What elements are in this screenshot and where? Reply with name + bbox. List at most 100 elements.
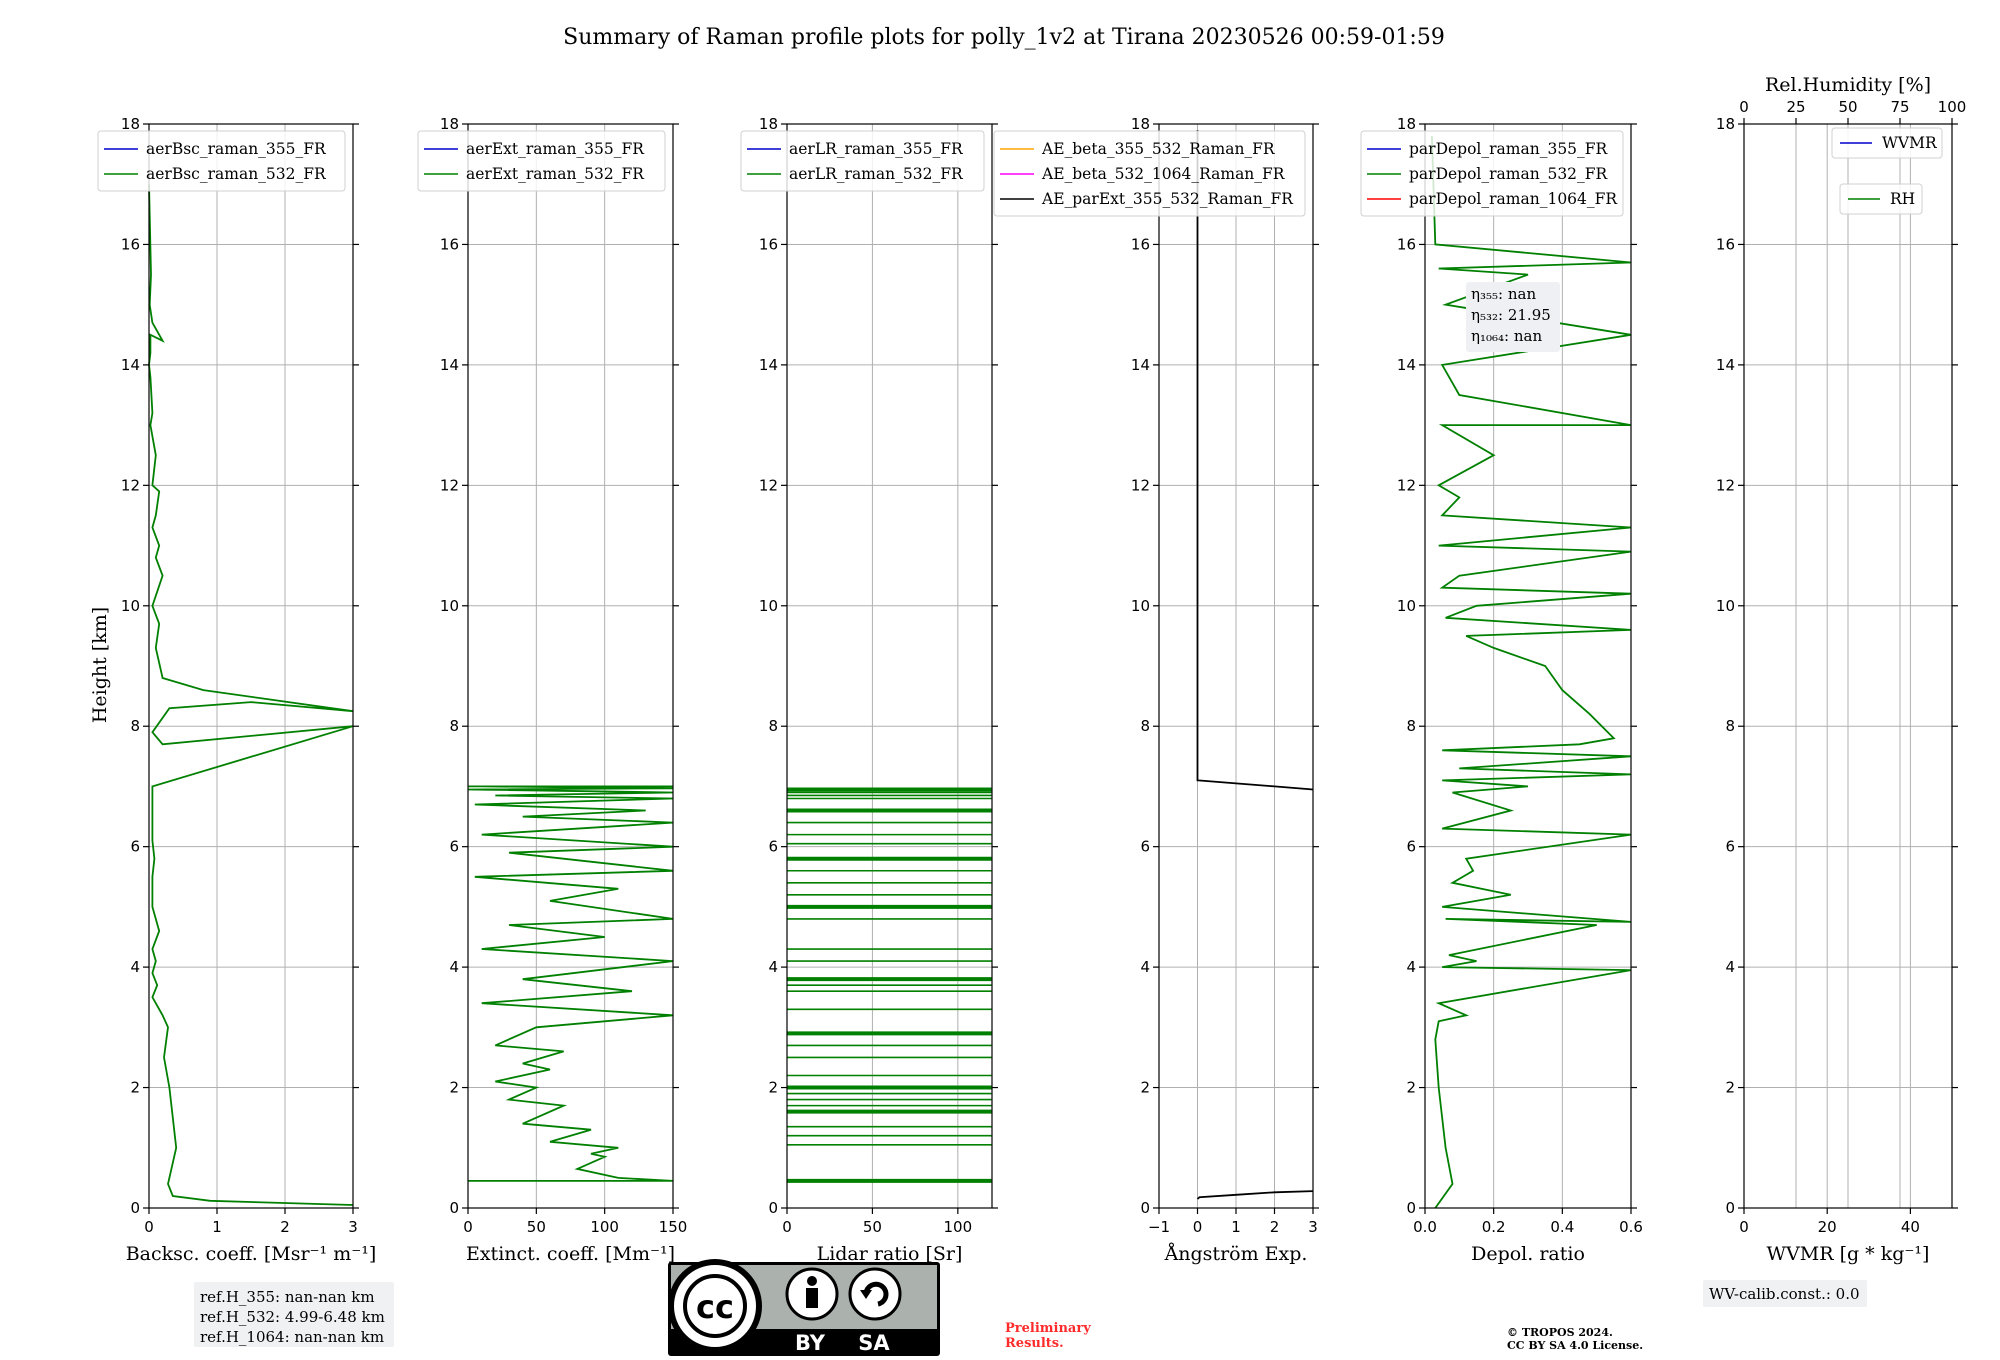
y-tick-label: 2 <box>449 1079 459 1097</box>
x-axis-label: WVMR [g * kg⁻¹] <box>1767 1243 1930 1265</box>
y-tick-label: 2 <box>1725 1079 1735 1097</box>
y-tick-label: 16 <box>759 235 778 253</box>
y-tick-label: 0 <box>1140 1199 1150 1217</box>
y-tick-label: 18 <box>1131 115 1150 133</box>
y-tick-label: 6 <box>1140 838 1150 856</box>
y-tick-label: 12 <box>1397 476 1416 494</box>
x-tick-label: 150 <box>659 1218 688 1236</box>
x-tick-label: 0 <box>782 1218 792 1236</box>
y-tick-label: 8 <box>768 717 778 735</box>
x-axis-label: Extinct. coeff. [Mm⁻¹] <box>466 1243 675 1265</box>
x-tick-label: 0.2 <box>1482 1218 1506 1236</box>
y-tick-label: 18 <box>440 115 459 133</box>
y-tick-label: 2 <box>768 1079 778 1097</box>
legend-entry: WVMR <box>1882 134 1938 152</box>
y-tick-label: 18 <box>759 115 778 133</box>
legend: AE_beta_355_532_Raman_FR AE_beta_532_1064… <box>993 130 1306 217</box>
y-tick-label: 2 <box>1406 1079 1416 1097</box>
legend-entry: aerExt_raman_532_FR <box>466 165 645 183</box>
x-axis-label: Ångström Exp. <box>1164 1243 1308 1265</box>
svg-text:cc: cc <box>696 1288 734 1326</box>
legend-box <box>1360 130 1624 217</box>
preliminary-note-line2: Results. <box>1005 1336 1064 1351</box>
cc-by-label: BY <box>795 1331 826 1355</box>
x-tick-label: 50 <box>863 1218 882 1236</box>
x-tick-label: 0 <box>1193 1218 1203 1236</box>
copyright-line2: CC BY SA 4.0 License. <box>1507 1339 1643 1352</box>
y-tick-label: 10 <box>1716 597 1735 615</box>
chart-panel-2: 0 50 100 150 0 2 4 6 8 10 12 14 16 18 Extinct. coeff. … <box>417 115 688 1265</box>
legend-entry: aerLR_raman_355_FR <box>789 140 964 158</box>
annotation-line: η₁₀₆₄: nan <box>1471 327 1542 345</box>
depol-annotation: η₃₅₅: nan η₅₃₂: 21.95 η₁₀₆₄: nan <box>1466 282 1560 352</box>
legend-entry: AE_beta_355_532_Raman_FR <box>1041 140 1276 158</box>
wv-calibration-text: WV-calib.const.: 0.0 <box>1709 1285 1860 1303</box>
x-tick-label: 40 <box>1901 1218 1920 1236</box>
y-tick-label: 12 <box>759 476 778 494</box>
y-tick-label: 0 <box>1725 1199 1735 1217</box>
y-tick-label: 18 <box>121 115 140 133</box>
y-tick-label: 6 <box>130 838 140 856</box>
legend-box <box>97 130 346 192</box>
x-axis-label: Lidar ratio [Sr] <box>817 1243 963 1265</box>
y-tick-label: 14 <box>1397 356 1416 374</box>
y-tick-label: 14 <box>759 356 778 374</box>
legend: aerExt_raman_355_FR aerExt_raman_532_FR <box>417 130 666 192</box>
y-tick-label: 10 <box>440 597 459 615</box>
legend-box <box>1839 183 1923 215</box>
ref-height-532: ref.H_532: 4.99-6.48 km <box>200 1308 385 1326</box>
x-tick-label: 100 <box>944 1218 973 1236</box>
y-tick-label: 4 <box>449 958 459 976</box>
y-tick-label: 2 <box>1140 1079 1150 1097</box>
y-tick-label: 10 <box>759 597 778 615</box>
y-tick-label: 10 <box>121 597 140 615</box>
y-tick-label: 8 <box>449 717 459 735</box>
x2-tick-label: 25 <box>1786 98 1805 116</box>
legend-box <box>1831 127 1943 159</box>
y-tick-label: 2 <box>130 1079 140 1097</box>
y-tick-label: 4 <box>1725 958 1735 976</box>
y-tick-label: 6 <box>768 838 778 856</box>
legend-entry: aerLR_raman_532_FR <box>789 165 964 183</box>
y-tick-label: 14 <box>1716 356 1735 374</box>
x-axis-label: Depol. ratio <box>1471 1243 1585 1265</box>
x-tick-label: 3 <box>348 1218 358 1236</box>
y-tick-label: 16 <box>121 235 140 253</box>
x-axis-label: Backsc. coeff. [Msr⁻¹ m⁻¹] <box>126 1243 377 1265</box>
legend: aerBsc_raman_355_FR aerBsc_raman_532_FR <box>97 130 346 192</box>
data-line-parDepol_raman_532_FR <box>1431 135 1632 1209</box>
x-tick-label: 0.6 <box>1619 1218 1643 1236</box>
x-tick-label: 2 <box>1270 1218 1280 1236</box>
x2-tick-label: 50 <box>1838 98 1857 116</box>
y-tick-label: 10 <box>1397 597 1416 615</box>
x-tick-label: 0.4 <box>1550 1218 1574 1236</box>
x2-tick-label: 75 <box>1890 98 1909 116</box>
legend-RH: RH <box>1839 183 1923 215</box>
y-tick-label: 8 <box>1725 717 1735 735</box>
y-tick-label: 0 <box>1406 1199 1416 1217</box>
y-tick-label: 0 <box>130 1199 140 1217</box>
copyright-line1: © TROPOS 2024. <box>1507 1326 1613 1339</box>
x-tick-label: 0 <box>144 1218 154 1236</box>
axes-frame <box>467 123 674 1209</box>
wv-calibration-box: WV-calib.const.: 0.0 <box>1703 1280 1867 1307</box>
legend-box <box>740 130 985 192</box>
y-tick-label: 0 <box>449 1199 459 1217</box>
y-tick-label: 6 <box>1725 838 1735 856</box>
y-tick-label: 8 <box>130 717 140 735</box>
x-tick-label: 2 <box>280 1218 290 1236</box>
y-tick-label: 6 <box>449 838 459 856</box>
legend-entry: parDepol_raman_355_FR <box>1409 140 1609 158</box>
x-tick-label: 20 <box>1818 1218 1837 1236</box>
y-tick-label: 14 <box>440 356 459 374</box>
reference-height-box: ref.H_355: nan-nan km ref.H_532: 4.99-6.… <box>194 1282 394 1347</box>
x2-tick-label: 0 <box>1739 98 1749 116</box>
figure-title: Summary of Raman profile plots for polly… <box>563 25 1445 50</box>
chart-panel-5: 0.0 0.2 0.4 0.6 0 2 4 6 8 10 12 14 16 18 Depol. ratio p… <box>1360 115 1643 1265</box>
y-tick-label: 6 <box>1406 838 1416 856</box>
y-tick-label: 12 <box>1131 476 1150 494</box>
y-tick-label: 12 <box>121 476 140 494</box>
